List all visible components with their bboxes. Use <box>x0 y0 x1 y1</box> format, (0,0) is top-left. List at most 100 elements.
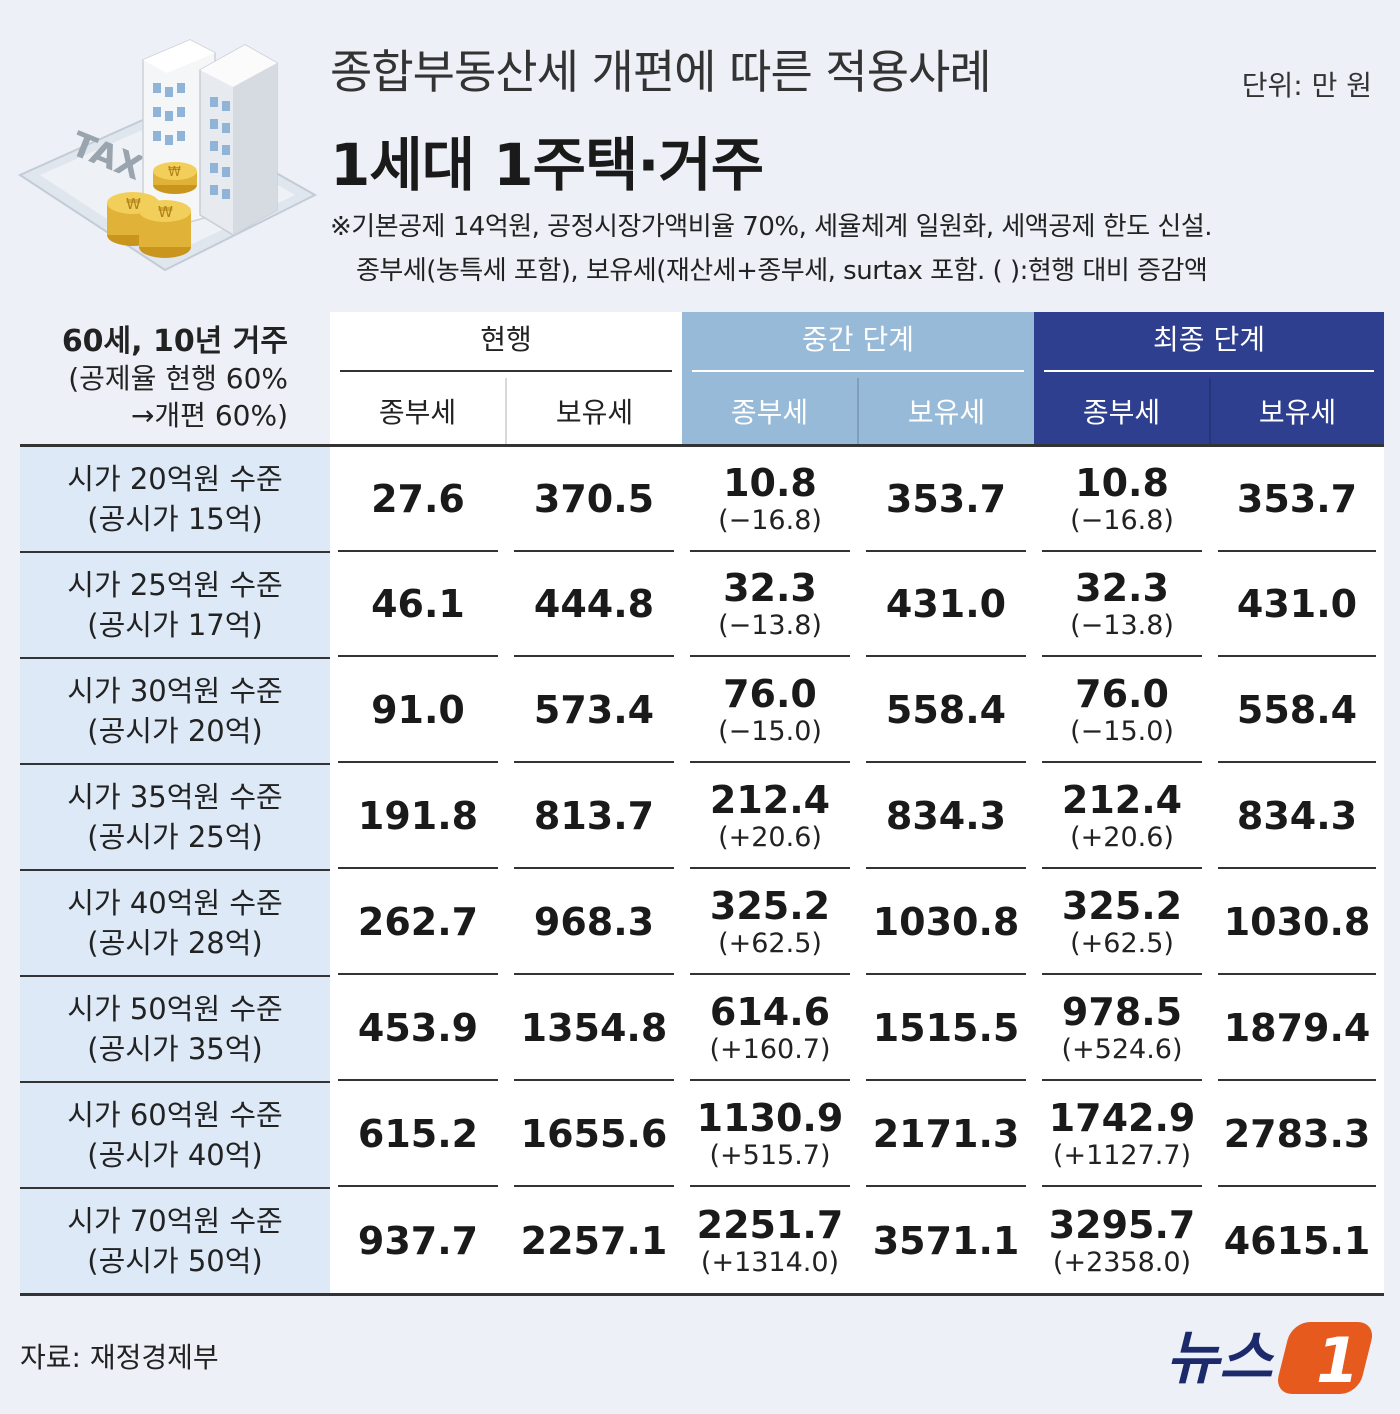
row-label-market: 시가 50억원 수준 <box>67 992 283 1026</box>
value: 353.7 <box>885 476 1007 521</box>
value: 1030.8 <box>872 900 1020 944</box>
change-value: (+2358.0) <box>1052 1246 1192 1278</box>
current-jongbu-cell: 937.7 <box>330 1188 506 1296</box>
row-label: 시가 20억원 수준 (공시가 15억) <box>20 445 330 553</box>
value: 212.4 <box>709 778 831 822</box>
current-boyu-cell: 1655.6 <box>506 1082 682 1188</box>
current-boyu-cell: 1354.8 <box>506 976 682 1082</box>
final-boyu-cell: 558.4 <box>1210 658 1385 764</box>
intermediate-jongbu-cell: 10.8 (−16.8) <box>682 445 858 552</box>
change-value: (−13.8) <box>718 610 822 641</box>
condition-header: 60세, 10년 거주 (공제율 현행 60% →개편 60%) <box>20 312 330 447</box>
value: 370.5 <box>533 476 655 521</box>
table-row: 시가 50억원 수준 (공시가 35억) 453.9 1354.8 614.6 (+160… <box>20 976 1385 1083</box>
row-label-official: (공시가 40억) <box>87 1138 263 1172</box>
current-boyu-cell: 573.4 <box>506 658 682 764</box>
value: 353.7 <box>1236 476 1358 521</box>
row-label-official: (공시가 25억) <box>87 820 263 854</box>
final-boyu-cell: 1879.4 <box>1210 976 1385 1082</box>
col-header-boyu: 보유세 <box>1209 378 1385 447</box>
value: 1655.6 <box>520 1112 668 1156</box>
note-line-1: ※기본공제 14억원, 공정시장가액비율 70%, 세율체계 일원화, 세액공제… <box>330 212 1213 242</box>
table-row: 시가 70억원 수준 (공시가 50억) 937.7 2257.1 2251.7 (+13… <box>20 1188 1385 1296</box>
value: 968.3 <box>533 900 655 944</box>
row-label: 시가 35억원 수준 (공시가 25억) <box>20 764 330 871</box>
intermediate-boyu-cell: 1030.8 <box>858 870 1035 976</box>
value: 937.7 <box>357 1218 479 1263</box>
table-row: 시가 60억원 수준 (공시가 40억) 615.2 1655.6 1130.9 (+51… <box>20 1082 1385 1189</box>
value: 1354.8 <box>520 1006 668 1050</box>
value: 262.7 <box>357 900 479 944</box>
change-value: (−15.0) <box>1070 716 1174 747</box>
source-label: 자료: 재정경제부 <box>20 1341 219 1374</box>
row-label-market: 시가 60억원 수준 <box>67 1098 283 1132</box>
table-row: 시가 25억원 수준 (공시가 17억) 46.1 444.8 32.3 (−13.8) 4… <box>20 552 1385 659</box>
value: 834.3 <box>1236 794 1358 838</box>
value: 558.4 <box>1236 688 1358 732</box>
row-label: 시가 40억원 수준 (공시가 28억) <box>20 870 330 977</box>
value: 2251.7 <box>696 1202 844 1247</box>
row-label-official: (공시가 28억) <box>87 926 263 960</box>
intermediate-boyu-cell: 2171.3 <box>858 1082 1035 1188</box>
change-value: (+160.7) <box>709 1034 831 1065</box>
group-header-current: 현행 <box>330 312 682 378</box>
change-value: (−16.8) <box>1070 504 1174 536</box>
table-row: 시가 35억원 수준 (공시가 25억) 191.8 813.7 212.4 (+20.6… <box>20 764 1385 871</box>
change-value: (+20.6) <box>718 822 822 853</box>
value: 453.9 <box>357 1006 479 1050</box>
col-header-jongbu: 종부세 <box>330 378 506 447</box>
value: 27.6 <box>371 476 465 521</box>
value: 431.0 <box>885 582 1007 626</box>
logo-text: 뉴스 <box>1166 1324 1275 1392</box>
row-label: 시가 25억원 수준 (공시가 17억) <box>20 552 330 659</box>
value: 558.4 <box>885 688 1007 732</box>
row-label-official: (공시가 35억) <box>87 1032 263 1066</box>
row-label: 시가 60억원 수준 (공시가 40억) <box>20 1082 330 1189</box>
row-label-market: 시가 25억원 수준 <box>67 568 283 602</box>
value: 2171.3 <box>872 1112 1020 1156</box>
current-boyu-cell: 813.7 <box>506 764 682 870</box>
logo-mark: 1 <box>1316 1324 1359 1397</box>
row-label: 시가 50억원 수준 (공시가 35억) <box>20 976 330 1083</box>
table-row: 시가 20억원 수준 (공시가 15억) 27.6 370.5 10.8 (−16.8) 3… <box>20 445 1385 553</box>
final-boyu-cell: 834.3 <box>1210 764 1385 870</box>
final-boyu-cell: 353.7 <box>1210 445 1385 552</box>
current-jongbu-cell: 615.2 <box>330 1082 506 1188</box>
row-label-market: 시가 30억원 수준 <box>67 674 283 708</box>
final-jongbu-cell: 3295.7 (+2358.0) <box>1034 1188 1211 1296</box>
final-boyu-cell: 4615.1 <box>1210 1188 1385 1296</box>
final-jongbu-cell: 76.0 (−15.0) <box>1034 658 1211 764</box>
change-value: (−13.8) <box>1070 610 1174 641</box>
value: 325.2 <box>709 884 831 928</box>
row-label: 시가 70억원 수준 (공시가 50억) <box>20 1188 330 1296</box>
value: 3571.1 <box>872 1218 1020 1263</box>
row-label-official: (공시가 50억) <box>87 1244 263 1278</box>
col-header-boyu: 보유세 <box>505 378 682 447</box>
final-jongbu-cell: 978.5 (+524.6) <box>1034 976 1211 1082</box>
value: 978.5 <box>1061 990 1183 1034</box>
value: 32.3 <box>1075 566 1169 610</box>
col-header-jongbu: 종부세 <box>682 378 858 447</box>
change-value: (+1127.7) <box>1052 1140 1192 1171</box>
change-value: (+62.5) <box>718 928 822 959</box>
condition-line-1: 60세, 10년 거주 <box>61 323 288 359</box>
intermediate-jongbu-cell: 212.4 (+20.6) <box>682 764 858 870</box>
intermediate-jongbu-cell: 76.0 (−15.0) <box>682 658 858 764</box>
current-jongbu-cell: 262.7 <box>330 870 506 976</box>
value: 191.8 <box>357 794 479 838</box>
value: 1130.9 <box>696 1096 844 1140</box>
row-label-market: 시가 20억원 수준 <box>67 462 283 496</box>
intermediate-boyu-cell: 3571.1 <box>858 1188 1035 1296</box>
change-value: (+1314.0) <box>700 1246 840 1278</box>
final-boyu-cell: 2783.3 <box>1210 1082 1385 1188</box>
intermediate-jongbu-cell: 614.6 (+160.7) <box>682 976 858 1082</box>
intermediate-jongbu-cell: 325.2 (+62.5) <box>682 870 858 976</box>
current-jongbu-cell: 27.6 <box>330 445 506 552</box>
svg-text:₩: ₩ <box>126 195 141 213</box>
final-jongbu-cell: 1742.9 (+1127.7) <box>1034 1082 1211 1188</box>
value: 834.3 <box>885 794 1007 838</box>
final-boyu-cell: 431.0 <box>1210 552 1385 658</box>
current-boyu-cell: 444.8 <box>506 552 682 658</box>
row-label-official: (공시가 17억) <box>87 608 263 642</box>
final-boyu-cell: 1030.8 <box>1210 870 1385 976</box>
